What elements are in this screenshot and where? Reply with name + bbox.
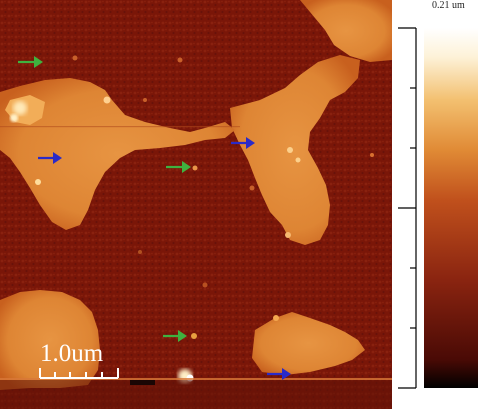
blue-arrow-left <box>38 152 62 164</box>
colorbar-gradient <box>424 28 478 388</box>
height-colorbar: 0.21 um <box>398 0 482 409</box>
colorbar-graphic <box>398 27 478 389</box>
blue-arrow-right <box>231 137 255 149</box>
green-arrow-bottom <box>163 330 187 342</box>
scale-bar <box>39 368 119 379</box>
afm-scan-image <box>0 0 392 409</box>
island-regions <box>0 0 392 390</box>
colorbar-axis <box>398 27 417 389</box>
scan-artifacts <box>0 126 392 409</box>
green-arrow-center <box>166 161 191 173</box>
blue-arrow-bottom <box>267 368 291 380</box>
scale-bar-label: 1.0um <box>40 340 104 367</box>
colorbar-max-label: 0.21 um <box>432 0 465 11</box>
arrow-markers <box>18 56 291 380</box>
green-arrow-top-left <box>18 56 43 68</box>
